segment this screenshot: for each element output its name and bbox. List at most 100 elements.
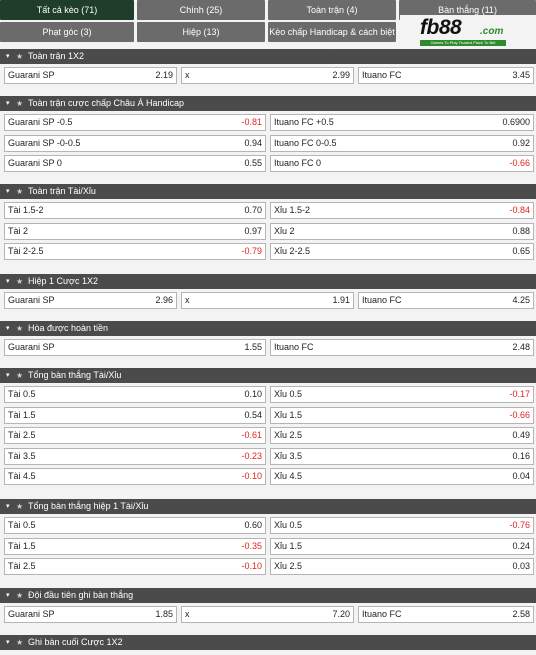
selection-label: Xỉu 2 — [274, 226, 295, 236]
tab-all-markets[interactable]: Tất cả kèo (71) — [0, 0, 134, 20]
odds-value: 0.49 — [512, 430, 530, 440]
odds-value: -0.84 — [509, 205, 530, 215]
selection-label: x — [185, 295, 190, 305]
odds-value: 2.19 — [155, 70, 173, 80]
favorite-star-icon[interactable]: ★ — [16, 52, 24, 61]
market-section-header[interactable]: ▾ ★ Hòa được hoàn tiền — [0, 321, 536, 336]
collapse-chevron-icon[interactable]: ▾ — [6, 53, 10, 60]
market-section-header[interactable]: ▾ ★ Toàn trận cược chấp Châu Á Handicap — [0, 96, 536, 111]
market-section-header[interactable]: ▾ ★ Tổng bàn thắng Tài/Xỉu — [0, 368, 536, 383]
odds-cell[interactable]: Ituano FC 0 -0.66 — [270, 155, 534, 172]
selection-label: Guarani SP — [8, 342, 55, 352]
favorite-star-icon[interactable]: ★ — [16, 502, 24, 511]
market-section-header[interactable]: ▾ ★ Hiệp 1 Cược 1X2 — [0, 274, 536, 289]
favorite-star-icon[interactable]: ★ — [16, 591, 24, 600]
odds-cell[interactable]: x 7.20 — [181, 606, 354, 623]
tab-main[interactable]: Chính (25) — [137, 0, 265, 20]
odds-cell[interactable]: Guarani SP 1.55 — [4, 339, 266, 356]
odds-value: 1.91 — [332, 295, 350, 305]
market-section-header[interactable]: ▾ ★ Đội đầu tiên ghi bàn thắng — [0, 588, 536, 603]
tab-halves[interactable]: Hiệp (13) — [137, 22, 265, 42]
selection-label: Tài 1.5 — [8, 410, 36, 420]
odds-cell[interactable]: Guarani SP 1.85 — [4, 606, 177, 623]
odds-cell[interactable]: Guarani SP -0.5 -0.81 — [4, 114, 266, 131]
odds-cell[interactable]: Tài 2.5 -0.61 — [4, 427, 266, 444]
collapse-chevron-icon[interactable]: ▾ — [6, 188, 10, 195]
market-section-header[interactable]: ▾ ★ Toàn trận 1X2 — [0, 49, 536, 64]
market-section-header[interactable]: ▾ ★ Toàn trận Tài/Xỉu — [0, 184, 536, 199]
odds-cell[interactable]: Xỉu 3.5 0.16 — [270, 448, 534, 465]
odds-cell[interactable]: Tài 0.5 0.60 — [4, 517, 266, 534]
selection-label: Tài 2.5 — [8, 430, 36, 440]
tab-full-match[interactable]: Toàn trận (4) — [268, 0, 396, 20]
collapse-chevron-icon[interactable]: ▾ — [6, 278, 10, 285]
odds-value: 3.45 — [512, 70, 530, 80]
odds-cell[interactable]: Guarani SP 2.96 — [4, 292, 177, 309]
odds-value: 0.92 — [512, 138, 530, 148]
odds-cell[interactable]: Xỉu 1.5-2 -0.84 — [270, 202, 534, 219]
odds-cell[interactable]: Guarani SP -0-0.5 0.94 — [4, 135, 266, 152]
odds-value: 0.97 — [244, 226, 262, 236]
odds-cell[interactable]: Xỉu 2 0.88 — [270, 223, 534, 240]
odds-value: -0.10 — [241, 471, 262, 481]
odds-value: 0.94 — [244, 138, 262, 148]
odds-cell[interactable]: x 2.99 — [181, 67, 354, 84]
odds-cell[interactable]: Guarani SP 0 0.55 — [4, 155, 266, 172]
odds-cell[interactable]: Tài 1.5-2 0.70 — [4, 202, 266, 219]
odds-value: 0.60 — [244, 520, 262, 530]
odds-cell[interactable]: Xỉu 2-2.5 0.65 — [270, 243, 534, 260]
odds-cell[interactable]: Xỉu 0.5 -0.17 — [270, 386, 534, 403]
market-section-header[interactable]: ▾ ★ Ghi bàn cuối Cược 1X2 — [0, 635, 536, 650]
collapse-chevron-icon[interactable]: ▾ — [6, 592, 10, 599]
selection-label: Guarani SP -0.5 — [8, 117, 73, 127]
odds-cell[interactable]: Tài 1.5 0.54 — [4, 407, 266, 424]
odds-cell[interactable]: Ituano FC 2.58 — [358, 606, 534, 623]
odds-cell[interactable]: Ituano FC +0.5 0.6900 — [270, 114, 534, 131]
favorite-star-icon[interactable]: ★ — [16, 638, 24, 647]
odds-cell[interactable]: Ituano FC 3.45 — [358, 67, 534, 84]
favorite-star-icon[interactable]: ★ — [16, 371, 24, 380]
collapse-chevron-icon[interactable]: ▾ — [6, 325, 10, 332]
odds-cell[interactable]: Tài 2 0.97 — [4, 223, 266, 240]
odds-value: -0.81 — [241, 117, 262, 127]
tab-corners[interactable]: Phạt góc (3) — [0, 22, 134, 42]
tab-handicap[interactable]: Kèo chấp Handicap & cách biệt (3) — [268, 22, 396, 57]
odds-cell[interactable]: Tài 4.5 -0.10 — [4, 468, 266, 485]
favorite-star-icon[interactable]: ★ — [16, 277, 24, 286]
odds-cell[interactable]: Guarani SP 2.19 — [4, 67, 177, 84]
favorite-star-icon[interactable]: ★ — [16, 187, 24, 196]
selection-label: Tài 2-2.5 — [8, 246, 44, 256]
favorite-star-icon[interactable]: ★ — [16, 324, 24, 333]
odds-value: 0.04 — [512, 471, 530, 481]
odds-cell[interactable]: Ituano FC 0-0.5 0.92 — [270, 135, 534, 152]
favorite-star-icon[interactable]: ★ — [16, 99, 24, 108]
odds-cell[interactable]: Xỉu 1.5 0.24 — [270, 538, 534, 555]
odds-cell[interactable]: Xỉu 1.5 -0.66 — [270, 407, 534, 424]
selection-label: Xỉu 0.5 — [274, 389, 303, 399]
odds-cell[interactable]: Tài 2-2.5 -0.79 — [4, 243, 266, 260]
odds-value: -0.10 — [241, 561, 262, 571]
odds-cell[interactable]: Xỉu 2.5 0.03 — [270, 558, 534, 575]
collapse-chevron-icon[interactable]: ▾ — [6, 639, 10, 646]
odds-value: 1.85 — [155, 609, 173, 619]
odds-cell[interactable]: x 1.91 — [181, 292, 354, 309]
odds-value: -0.76 — [509, 520, 530, 530]
collapse-chevron-icon[interactable]: ▾ — [6, 503, 10, 510]
odds-cell[interactable]: Tài 0.5 0.10 — [4, 386, 266, 403]
collapse-chevron-icon[interactable]: ▾ — [6, 372, 10, 379]
market-section-header[interactable]: ▾ ★ Tổng bàn thắng hiệp 1 Tài/Xỉu — [0, 499, 536, 514]
collapse-chevron-icon[interactable]: ▾ — [6, 100, 10, 107]
odds-cell[interactable]: Xỉu 2.5 0.49 — [270, 427, 534, 444]
odds-cell[interactable]: Tài 1.5 -0.35 — [4, 538, 266, 555]
odds-value: 0.16 — [512, 451, 530, 461]
odds-value: -0.61 — [241, 430, 262, 440]
odds-cell[interactable]: Ituano FC 4.25 — [358, 292, 534, 309]
odds-cell[interactable]: Tài 2.5 -0.10 — [4, 558, 266, 575]
market-section-title: Đội đầu tiên ghi bàn thắng — [28, 590, 134, 600]
odds-cell[interactable]: Xỉu 0.5 -0.76 — [270, 517, 534, 534]
odds-cell[interactable]: Xỉu 4.5 0.04 — [270, 468, 534, 485]
selection-label: Xỉu 3.5 — [274, 451, 303, 461]
odds-cell[interactable]: Ituano FC 2.48 — [270, 339, 534, 356]
odds-value: 0.24 — [512, 541, 530, 551]
odds-cell[interactable]: Tài 3.5 -0.23 — [4, 448, 266, 465]
